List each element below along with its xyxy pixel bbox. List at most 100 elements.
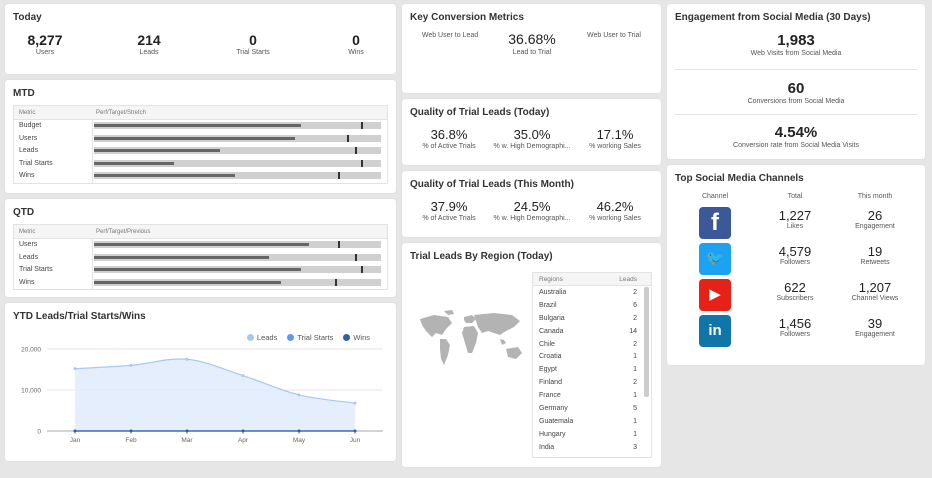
mtd-title: MTD bbox=[13, 88, 35, 99]
region-row[interactable]: Egypt 1 bbox=[533, 363, 651, 376]
region-row[interactable]: Chile 2 bbox=[533, 338, 651, 351]
bullet-target-marker bbox=[360, 122, 363, 129]
bullet-track[interactable] bbox=[94, 253, 381, 261]
region-name: Bulgaria bbox=[539, 314, 565, 322]
kpi-label: Leads bbox=[139, 49, 159, 56]
key-conversion-card: Key Conversion Metrics Web User to Lead … bbox=[402, 4, 661, 93]
leads-point[interactable] bbox=[129, 363, 133, 367]
region-name: Chile bbox=[539, 340, 555, 348]
region-row[interactable]: Finland 2 bbox=[533, 376, 651, 389]
leads-point[interactable] bbox=[297, 393, 301, 397]
wins-point[interactable] bbox=[297, 429, 301, 433]
legend-item-wins[interactable]: Wins bbox=[343, 333, 370, 342]
column-divider bbox=[92, 225, 93, 289]
wins-point[interactable] bbox=[73, 429, 77, 433]
legend-dot bbox=[287, 334, 295, 341]
region-name: Croatia bbox=[539, 353, 562, 361]
bullet-track[interactable] bbox=[94, 266, 381, 273]
region-row[interactable]: India 3 bbox=[533, 441, 651, 454]
quality-today-title: Quality of Trial Leads (Today) bbox=[410, 107, 550, 118]
region-name: India bbox=[539, 443, 555, 451]
leads-point[interactable] bbox=[353, 401, 357, 405]
kpi-label: % w. High Demographi... bbox=[493, 143, 571, 150]
region-name: France bbox=[539, 392, 561, 400]
region-scrollbar[interactable] bbox=[644, 287, 649, 397]
bullet-track[interactable] bbox=[94, 122, 381, 129]
region-name: Australia bbox=[539, 289, 567, 296]
bullet-performance-bar bbox=[94, 174, 235, 177]
youtube-icon[interactable]: ▶ bbox=[699, 279, 731, 311]
bullet-target-marker bbox=[346, 134, 349, 142]
conversions-value: 60 bbox=[787, 80, 805, 97]
kpi-value: 0 bbox=[352, 32, 360, 48]
leads-point[interactable] bbox=[73, 367, 77, 371]
region-row[interactable]: Germany 5 bbox=[533, 402, 651, 415]
region-leads: 1 bbox=[633, 392, 637, 400]
region-row[interactable]: Bulgaria 2 bbox=[533, 312, 651, 325]
mtd-bullet-table: Metric Perf/Target/Stretch Budget Users Le… bbox=[13, 105, 388, 184]
col-regions[interactable]: Regions bbox=[539, 276, 563, 283]
legend-item-leads[interactable]: Leads bbox=[246, 333, 277, 342]
x-tick-label: May bbox=[293, 437, 306, 444]
region-leads: 3 bbox=[633, 443, 637, 451]
bullet-track[interactable] bbox=[94, 134, 381, 142]
bullet-track[interactable] bbox=[94, 147, 381, 154]
leads-line bbox=[74, 358, 356, 404]
bullet-row: Trial Starts bbox=[14, 264, 387, 277]
bullet-track[interactable] bbox=[94, 172, 381, 179]
bullet-row: Budget bbox=[14, 120, 387, 133]
social-total-value: 1,456 bbox=[778, 316, 812, 331]
region-row[interactable]: Canada 14 bbox=[533, 325, 651, 338]
leads-point[interactable] bbox=[185, 357, 189, 361]
wins-point[interactable] bbox=[129, 429, 133, 433]
bullet-label: Wins bbox=[19, 172, 35, 179]
region-row[interactable]: Croatia 1 bbox=[533, 350, 651, 363]
region-row[interactable]: Australia 2 bbox=[533, 286, 651, 299]
bullet-label: Leads bbox=[19, 253, 39, 261]
region-row[interactable]: Guatemala 1 bbox=[533, 415, 651, 428]
kpi-wins: 0 Wins bbox=[326, 32, 386, 56]
bullet-row: Wins bbox=[14, 277, 387, 290]
social-month-label: Engagement bbox=[855, 331, 895, 338]
kpi-label: Wins bbox=[348, 49, 364, 56]
bullet-target-marker bbox=[355, 253, 358, 261]
region-row[interactable]: Brazil 6 bbox=[533, 299, 651, 312]
bullet-performance-bar bbox=[94, 243, 310, 246]
region-row[interactable]: France 1 bbox=[533, 389, 651, 402]
region-table: Regions Leads Australia 2 Brazil 6 Bulgaria 2… bbox=[532, 272, 652, 458]
bullet-track[interactable] bbox=[94, 278, 381, 286]
social-total: 622 Subscribers bbox=[763, 280, 827, 302]
kpi-value: 0 bbox=[249, 32, 257, 48]
wins-point[interactable] bbox=[185, 429, 189, 433]
twitter-icon[interactable]: 🐦 bbox=[699, 243, 731, 275]
region-table-header: Regions Leads bbox=[533, 273, 651, 286]
legend-item-trial-starts[interactable]: Trial Starts bbox=[287, 333, 333, 342]
region-name: Canada bbox=[539, 327, 564, 335]
facebook-icon[interactable]: f bbox=[699, 207, 731, 239]
bullet-target-marker bbox=[360, 266, 363, 273]
legend-label: Trial Starts bbox=[297, 333, 334, 342]
qtd-title: QTD bbox=[13, 207, 35, 218]
social-total: 1,227 Likes bbox=[763, 208, 827, 230]
region-title: Trial Leads By Region (Today) bbox=[410, 251, 553, 262]
key-conversion-title: Key Conversion Metrics bbox=[410, 12, 524, 23]
mtd-card: MTD Metric Perf/Target/Stretch Budget Use… bbox=[5, 80, 396, 193]
social-month-label: Engagement bbox=[855, 223, 895, 230]
world-map[interactable] bbox=[414, 309, 526, 369]
social-card: Top Social Media Channels Channel Total … bbox=[667, 165, 925, 365]
leads-point[interactable] bbox=[241, 374, 245, 378]
social-month-value: 26 bbox=[867, 208, 883, 223]
bullet-track[interactable] bbox=[94, 241, 381, 248]
bullet-row: Users bbox=[14, 133, 387, 146]
wins-point[interactable] bbox=[353, 429, 357, 433]
wins-point[interactable] bbox=[241, 429, 245, 433]
linkedin-icon[interactable]: in bbox=[699, 315, 731, 347]
divider bbox=[675, 69, 917, 70]
bullet-track[interactable] bbox=[94, 159, 381, 167]
social-total-label: Subscribers bbox=[776, 295, 814, 302]
region-name: Guatemala bbox=[539, 417, 574, 425]
social-total: 1,456 Followers bbox=[763, 316, 827, 338]
region-row[interactable]: Hungary 1 bbox=[533, 428, 651, 441]
col-leads[interactable]: Leads bbox=[619, 276, 637, 283]
region-leads: 2 bbox=[633, 289, 637, 296]
